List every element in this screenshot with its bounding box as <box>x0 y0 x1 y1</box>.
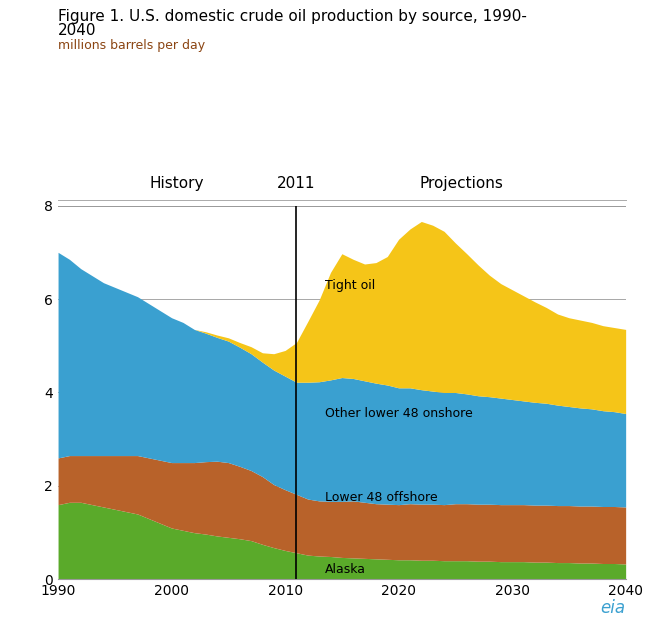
Text: Tight oil: Tight oil <box>325 278 375 292</box>
Text: Figure 1. U.S. domestic crude oil production by source, 1990-: Figure 1. U.S. domestic crude oil produc… <box>58 9 527 24</box>
Text: 2040: 2040 <box>58 23 97 38</box>
Text: Alaska: Alaska <box>325 563 366 576</box>
Text: Other lower 48 onshore: Other lower 48 onshore <box>325 407 473 420</box>
Text: eia: eia <box>600 599 626 617</box>
Text: Lower 48 offshore: Lower 48 offshore <box>325 491 437 504</box>
Text: Projections: Projections <box>419 176 503 191</box>
Text: millions barrels per day: millions barrels per day <box>58 39 205 52</box>
Text: 2011: 2011 <box>277 176 315 191</box>
Text: History: History <box>150 176 204 191</box>
